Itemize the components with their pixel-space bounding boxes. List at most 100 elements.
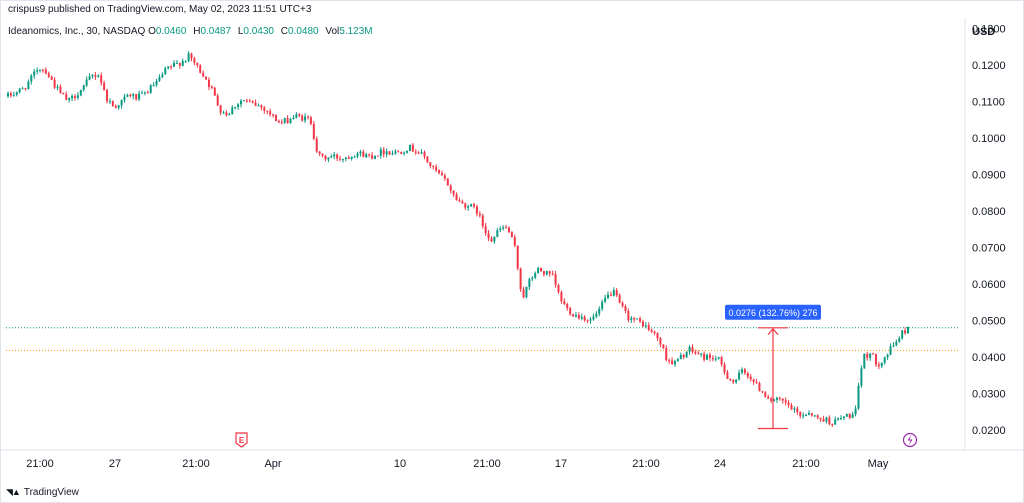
candle-body bbox=[793, 408, 796, 410]
candle-body bbox=[91, 75, 94, 77]
candle-body bbox=[857, 385, 860, 409]
candle-body bbox=[231, 107, 234, 115]
tradingview-branding[interactable]: ◥▲ TradingView bbox=[6, 485, 79, 499]
x-tick-label: 21:00 bbox=[792, 458, 820, 470]
candle-body bbox=[866, 353, 869, 358]
candle-body bbox=[304, 116, 307, 121]
currency-label[interactable]: USD bbox=[972, 26, 996, 38]
candle-body bbox=[269, 111, 272, 115]
candle-body bbox=[540, 267, 543, 272]
candle-body bbox=[510, 232, 513, 238]
candle-body bbox=[487, 233, 490, 239]
candle-body bbox=[726, 372, 729, 379]
candle-body bbox=[880, 362, 883, 367]
candle-body bbox=[120, 100, 123, 106]
candle-body bbox=[840, 418, 843, 420]
candle-body bbox=[490, 238, 493, 242]
candle-body bbox=[496, 230, 499, 237]
candle-body bbox=[406, 150, 409, 153]
candle-body bbox=[196, 62, 199, 66]
symbol-title[interactable]: Ideanomics, Inc., 30, NASDAQ bbox=[8, 26, 146, 37]
candle-body bbox=[309, 117, 312, 124]
earnings-marker[interactable] bbox=[235, 432, 248, 448]
candle-body bbox=[828, 417, 831, 425]
candle-body bbox=[33, 71, 36, 76]
candle-body bbox=[161, 74, 164, 78]
candle-body bbox=[586, 320, 589, 322]
candle-body bbox=[283, 118, 286, 123]
candle-body bbox=[344, 157, 347, 160]
candle-body bbox=[73, 96, 76, 98]
candle-body bbox=[694, 351, 697, 354]
candle-body bbox=[601, 301, 604, 309]
volume-label: Vol bbox=[325, 26, 340, 37]
candle-body bbox=[874, 354, 877, 365]
candle-body bbox=[842, 416, 845, 419]
candle-body bbox=[111, 101, 114, 106]
candle-body bbox=[706, 354, 709, 360]
candle-body bbox=[860, 368, 863, 386]
candle-body bbox=[723, 364, 726, 373]
candle-body bbox=[292, 117, 295, 120]
candle-body bbox=[639, 318, 642, 322]
candle-body bbox=[708, 354, 711, 359]
candle-body bbox=[307, 116, 309, 118]
candle-body bbox=[289, 119, 292, 124]
candle-body bbox=[65, 94, 68, 100]
tradingview-name: TradingView bbox=[23, 486, 79, 498]
candle-body bbox=[461, 201, 464, 204]
candle-body bbox=[245, 100, 248, 102]
y-tick-label: 0.0700 bbox=[972, 243, 1006, 255]
candle-body bbox=[545, 271, 548, 275]
candle-body bbox=[248, 100, 251, 102]
candle-body bbox=[618, 295, 621, 303]
earnings-marker-label: E bbox=[239, 436, 245, 445]
candle-body bbox=[825, 417, 828, 422]
candle-body bbox=[449, 185, 452, 191]
candle-body bbox=[478, 213, 481, 216]
candle-body bbox=[863, 353, 866, 369]
candle-body bbox=[895, 341, 898, 346]
low-value: 0.0430 bbox=[243, 26, 274, 37]
candle-body bbox=[88, 76, 91, 80]
candle-body bbox=[784, 400, 787, 403]
y-tick-label: 0.0800 bbox=[972, 206, 1006, 218]
candle-body bbox=[362, 151, 365, 158]
candle-body bbox=[636, 318, 639, 320]
candle-body bbox=[682, 354, 685, 358]
candle-body bbox=[79, 89, 82, 96]
candle-body bbox=[117, 105, 120, 108]
candle-body bbox=[574, 314, 577, 317]
candle-body bbox=[143, 92, 146, 94]
candle-body bbox=[237, 104, 240, 107]
candle-body bbox=[274, 114, 277, 121]
candle-body bbox=[717, 357, 720, 359]
candle-body bbox=[703, 353, 706, 360]
candle-body bbox=[691, 346, 694, 352]
candle-body bbox=[56, 86, 59, 88]
candle-body bbox=[140, 92, 143, 94]
candle-body bbox=[653, 331, 656, 334]
candle-body bbox=[106, 89, 109, 102]
candle-body bbox=[71, 96, 74, 99]
candle-body bbox=[493, 236, 496, 242]
candle-body bbox=[240, 100, 243, 105]
low-label: L bbox=[237, 26, 244, 37]
candle-body bbox=[391, 153, 394, 155]
candle-body bbox=[502, 227, 505, 229]
candle-body bbox=[353, 156, 356, 158]
candle-body bbox=[770, 398, 773, 401]
candle-body bbox=[426, 156, 429, 163]
candle-body bbox=[583, 316, 586, 321]
x-tick-label: Apr bbox=[264, 458, 281, 470]
candle-body bbox=[15, 92, 18, 95]
candle-body bbox=[379, 149, 382, 156]
ohlc-legend: Ideanomics, Inc., 30, NASDAQ O0.0460 H0.… bbox=[8, 26, 377, 37]
candle-body bbox=[464, 203, 467, 208]
candle-body bbox=[577, 314, 580, 319]
candle-body bbox=[889, 346, 892, 355]
candle-body bbox=[650, 330, 653, 332]
candle-body bbox=[181, 61, 184, 66]
candle-body bbox=[854, 408, 857, 415]
